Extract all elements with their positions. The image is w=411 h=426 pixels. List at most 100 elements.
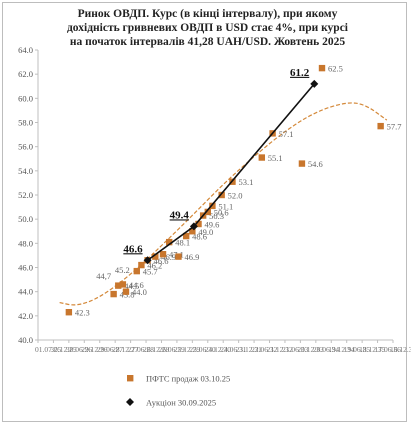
- ofz-point-label: 44.0: [132, 287, 147, 297]
- ofz-point: [159, 251, 167, 258]
- x-tick-label: 20.06.34: [313, 345, 340, 354]
- ofz-point-label: 62.5: [328, 64, 343, 74]
- y-tick-label: 50.0: [18, 214, 33, 224]
- title-line-3: на початок інтервалів 41,28 UAH/USD. Жов…: [69, 36, 346, 48]
- ofz-point-label: 49.0: [198, 227, 213, 237]
- ofz-point-label: 48.1: [175, 238, 190, 248]
- x-tick-label: 17.06.36: [375, 345, 402, 354]
- ofz-point: [195, 220, 202, 228]
- y-tick-label: 42.0: [18, 311, 33, 321]
- y-tick-label: 52.0: [18, 190, 33, 200]
- ofz-point: [298, 160, 306, 167]
- ofz-point-label: 53.1: [238, 177, 253, 187]
- x-tick-label: 25.06.30: [189, 345, 216, 354]
- auction-point-label: 46.6: [123, 243, 143, 255]
- x-tick-label: 27.06.28: [128, 345, 155, 354]
- title-line-1: Ринок ОВДП. Курс (в кінці інтервалу), пр…: [77, 8, 338, 20]
- ofz-point-label: 50.6: [214, 207, 229, 217]
- ofz-point: [65, 309, 73, 316]
- y-tick-label: 62.0: [18, 69, 33, 79]
- y-tick-label: 48.0: [18, 238, 33, 248]
- ofz-point: [165, 238, 173, 246]
- trendline-layer: [59, 102, 388, 306]
- x-tick-label: 29.06.27: [97, 345, 124, 354]
- x-tick-label: 20.12.33: [297, 345, 324, 354]
- ofz-point-label: 54.6: [308, 159, 323, 169]
- extra-label: 45.2: [115, 265, 130, 275]
- y-tick-label: 44.0: [18, 287, 33, 297]
- ofz-point-label: 46.6: [154, 256, 169, 266]
- x-tick-label: 21.06.33: [282, 345, 309, 354]
- extra-label: 44,7: [96, 271, 111, 281]
- ofz-point-label: 42.3: [75, 308, 90, 318]
- x-tick-label: 29.12.26: [81, 345, 108, 354]
- y-tick-label: 58.0: [18, 118, 33, 128]
- ofz-point-label: 45.7: [143, 267, 158, 277]
- x-tick-label: 19.12.34: [328, 345, 355, 354]
- ofz-point: [209, 202, 216, 210]
- auction-point-label: 61.2: [290, 67, 310, 79]
- ofz-point: [152, 253, 159, 260]
- ofz-point: [138, 261, 145, 269]
- legend-auction-swatch: [126, 398, 134, 406]
- y-tick-label: 46.0: [18, 263, 33, 273]
- x-tick-label: 01.07.25: [35, 345, 62, 354]
- ofz-point-label: 46.9: [161, 252, 176, 262]
- ofz-point: [133, 267, 140, 275]
- ofz-point: [122, 288, 130, 295]
- marks-layer: 42.343.844.544.644.045.746.246.646.947.1…: [65, 64, 402, 318]
- ofz-point-label: 55.1: [268, 153, 283, 163]
- ofz-point-label: 50.3: [209, 211, 224, 221]
- x-tick-label: 25.12.29: [174, 345, 201, 354]
- x-tick-label: 19.06.35: [344, 345, 371, 354]
- y-tick-label: 64.0: [18, 45, 33, 55]
- ofz-point-label: 57.1: [279, 129, 294, 139]
- chart-frame: [2, 2, 407, 422]
- y-tick-label: 40.0: [18, 335, 33, 345]
- x-tick-label: 22.06.32: [251, 345, 278, 354]
- x-tick-label: 26.12.28: [143, 345, 170, 354]
- ofz-point: [182, 232, 190, 240]
- auction-line: [147, 83, 315, 261]
- ofz-point: [110, 290, 117, 298]
- title-line-2: дохідність гривневих ОВДП в USD стає 4%,…: [66, 22, 348, 34]
- y-tick-label: 54.0: [18, 166, 33, 176]
- ofz-point: [258, 154, 266, 161]
- auction-point-label: 49.4: [170, 209, 190, 221]
- legend-ofz-label: ПФТС продаж 03.10.25: [146, 374, 230, 384]
- auction-point: [143, 256, 152, 265]
- x-tick-label: 21.12.32: [267, 345, 294, 354]
- x-tick-label: 23.12.31: [236, 345, 262, 354]
- ofz-point: [318, 64, 326, 72]
- legend: ПФТС продаж 03.10.25 Аукціон 30.09.2025: [126, 374, 230, 408]
- y-tick-label: 60.0: [18, 93, 33, 103]
- ofz-point-label: 57.7: [387, 122, 402, 132]
- x-tick-label: 26.06.29: [158, 345, 185, 354]
- ofz-point-label: 52.0: [228, 191, 243, 201]
- ofz-point-label: 46.2: [147, 261, 162, 271]
- x-tick-label: 16.12.36: [390, 345, 411, 354]
- ofz-point-label: 51.1: [218, 201, 233, 211]
- ofz-point: [119, 281, 127, 288]
- x-tick-label: 30.12.25: [50, 345, 77, 354]
- legend-ofz-swatch: [127, 375, 134, 382]
- chart-title: Ринок ОВДП. Курс (в кінці інтервалу), пр…: [40, 7, 375, 49]
- ofz-point: [115, 282, 122, 289]
- ofz-point: [204, 208, 211, 216]
- y-tick-label: 56.0: [18, 142, 33, 152]
- x-tick-label: 30.06.26: [66, 345, 93, 354]
- x-tick-label: 24.12.30: [205, 345, 232, 354]
- legend-auction-label: Аукціон 30.09.2025: [146, 398, 216, 408]
- axes: 40.0 42.0 44.0 46.0 48.0 50.0 52.0 54.0 56.0 58.0…: [18, 45, 411, 354]
- ofz-point: [218, 191, 225, 199]
- x-tick-label: 28.12.27: [112, 345, 139, 354]
- auction-point: [189, 222, 198, 231]
- ofz-point-label: 49.6: [205, 220, 220, 230]
- ofz-point: [175, 253, 182, 260]
- ofz-point-label: 44.6: [129, 280, 144, 290]
- ofz-point: [377, 122, 384, 130]
- ofz-point-label: 44.5: [124, 281, 139, 291]
- x-tick-label: 18.12.35: [359, 345, 386, 354]
- auction-point: [310, 79, 319, 88]
